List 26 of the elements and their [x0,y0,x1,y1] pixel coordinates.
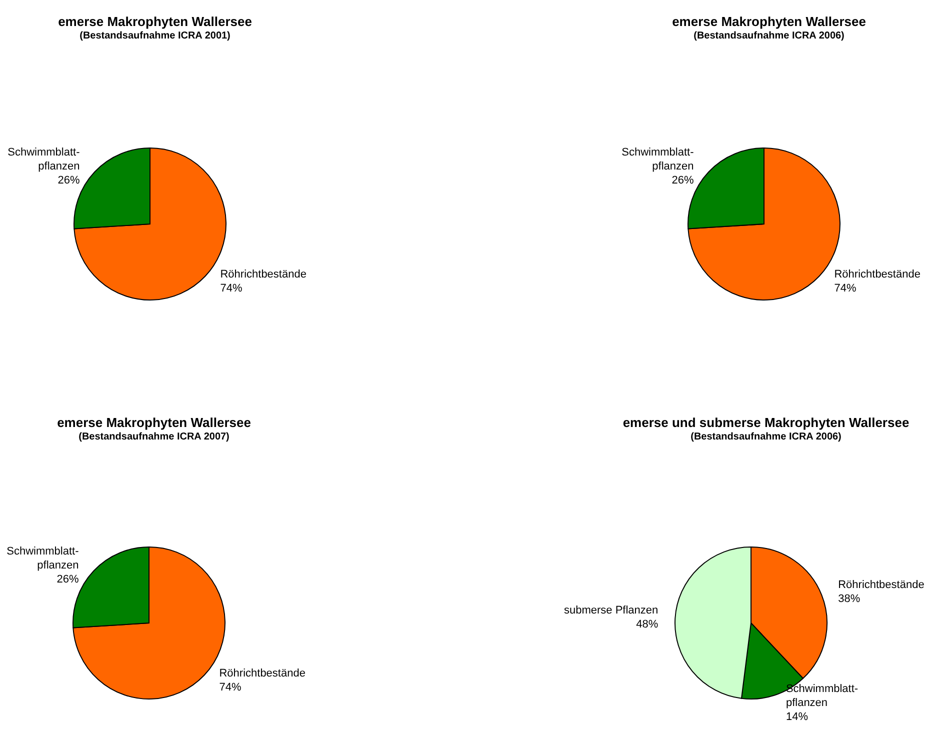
slice-label: Schwimmblatt-pflanzen [8,146,80,172]
chart-title: emerse Makrophyten Wallersee [672,14,866,29]
data-label: 38% [838,593,860,606]
data-label: 26% [56,574,79,586]
slice-label: Schwimmblatt-pflanzen [786,682,858,709]
data-label: 74% [219,682,242,694]
chart-subtitle: (Bestandsaufnahme ICRA 2007) [78,432,230,442]
slice-label: Röhrichtbestände [834,268,920,280]
data-label: 48% [636,618,658,631]
chart-title: emerse Makrophyten Wallersee [57,415,251,430]
data-label: 26% [672,174,694,186]
slice-label: Röhrichtbestände [219,668,306,680]
slice-label: Schwimmblatt-pflanzen [6,546,80,572]
chart-title: emerse Makrophyten Wallersee [58,14,252,29]
data-label: 74% [834,282,856,294]
slice-label: Schwimmblatt-pflanzen [622,146,694,172]
data-label: 14% [786,710,808,723]
chart-subtitle: (Bestandsaufnahme ICRA 2006) [690,432,842,442]
chart-subtitle: (Bestandsaufnahme ICRA 2001) [80,30,230,42]
chart-title: emerse und submerse Makrophyten Wallersee [622,415,910,430]
slice-label: Röhrichtbestände [838,579,924,592]
data-label: 26% [58,174,80,186]
chart-subtitle: (Bestandsaufnahme ICRA 2006) [694,30,844,42]
slice-label: submerse Pflanzen [564,604,658,617]
slice-label: Röhrichtbestände [220,268,306,280]
data-label: 74% [220,282,242,294]
